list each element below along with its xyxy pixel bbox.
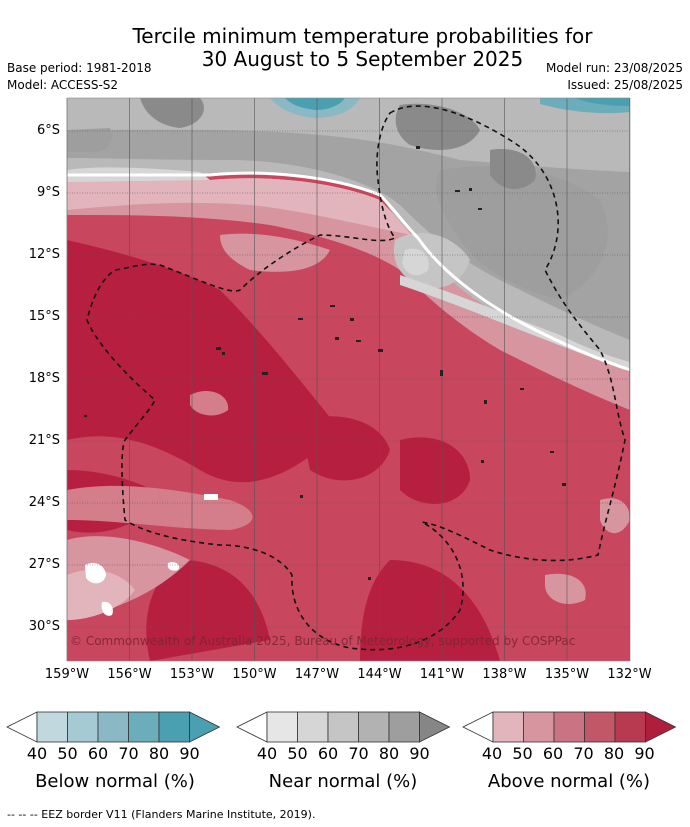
colorbar-over-triangle	[645, 711, 677, 743]
colorbar-tick-label: 90	[409, 744, 430, 763]
model-name: Model: ACCESS-S2	[7, 78, 119, 92]
lat-label: 15°S	[28, 309, 60, 324]
colorbar-box	[67, 711, 99, 743]
colorbar-box	[158, 711, 190, 743]
colorbar-box	[266, 711, 298, 743]
colorbar-tick-label: 90	[179, 744, 200, 763]
colorbar-box	[36, 711, 68, 743]
colorbar-tick-label: 90	[634, 744, 655, 763]
lon-label: 153°W	[169, 667, 215, 682]
lat-label: 27°S	[28, 557, 60, 572]
probability-map	[66, 97, 631, 662]
colorbar-box	[492, 711, 524, 743]
lon-label: 156°W	[107, 667, 152, 682]
eez-border	[86, 105, 626, 651]
colorbar-tick-label: 70	[573, 744, 594, 763]
colorbar-above-normal	[462, 711, 678, 747]
map-fill	[67, 98, 630, 661]
lat-label: 9°S	[36, 185, 60, 200]
colorbar-below-label: Below normal (%)	[35, 771, 195, 792]
colorbar-tick-label: 80	[378, 744, 400, 763]
colorbar-box	[327, 711, 359, 743]
issued-date: Issued: 25/08/2025	[567, 78, 683, 92]
islands	[84, 146, 566, 580]
colorbar-tick-label: 70	[118, 744, 139, 763]
lat-label: 12°S	[28, 247, 60, 262]
colorbar-box	[584, 711, 616, 743]
colorbar-above-label: Above normal (%)	[487, 771, 651, 792]
colorbar-tick-label: 70	[348, 744, 369, 763]
lat-label: 6°S	[36, 123, 60, 138]
lon-label: 150°W	[232, 667, 277, 682]
chart-title-line1: Tercile minimum temperature probabilitie…	[132, 24, 593, 48]
eez-legend-footer: -- -- -- EEZ border V11 (Flanders Marine…	[7, 808, 316, 821]
colorbar-under-triangle	[6, 711, 38, 743]
model-run-date: Model run: 23/08/2025	[545, 61, 683, 75]
lon-label: 141°W	[419, 667, 465, 682]
colorbar-box	[297, 711, 329, 743]
copyright-notice: © Commonwealth of Australia 2025, Bureau…	[70, 634, 576, 648]
colorbar-over-triangle	[189, 711, 221, 743]
lat-label: 24°S	[28, 495, 60, 510]
colorbar-box	[128, 711, 160, 743]
colorbar-tick-label: 40	[481, 744, 503, 763]
colorbar-box	[553, 711, 585, 743]
colorbar-tick-label: 80	[603, 744, 625, 763]
lon-label: 159°W	[44, 667, 90, 682]
colorbar-box	[614, 711, 646, 743]
lon-label: 147°W	[294, 667, 340, 682]
lat-label: 18°S	[28, 371, 60, 386]
colorbar-under-triangle	[236, 711, 268, 743]
colorbar-tick-label: 40	[26, 744, 48, 763]
colorbar-tick-label: 60	[87, 744, 109, 763]
colorbar-tick-label: 60	[317, 744, 339, 763]
colorbar-over-triangle	[419, 711, 451, 743]
lon-label: 132°W	[607, 667, 652, 682]
colorbar-tick-label: 50	[57, 744, 78, 763]
lon-label: 135°W	[544, 667, 590, 682]
lon-label: 144°W	[357, 667, 402, 682]
colorbar-near-normal	[236, 711, 452, 747]
lat-label: 30°S	[28, 619, 60, 634]
lon-label: 138°W	[482, 667, 527, 682]
colorbar-tick-label: 50	[287, 744, 308, 763]
colorbar-tick-label: 60	[542, 744, 564, 763]
colorbar-tick-label: 40	[256, 744, 278, 763]
colorbar-box	[523, 711, 555, 743]
colorbar-box	[97, 711, 129, 743]
colorbar-box	[388, 711, 420, 743]
colorbar-below-normal	[6, 711, 222, 747]
colorbar-box	[358, 711, 390, 743]
colorbar-tick-label: 50	[512, 744, 533, 763]
colorbar-tick-label: 80	[148, 744, 170, 763]
colorbar-under-triangle	[462, 711, 494, 743]
chart-title-line2: 30 August to 5 September 2025	[201, 47, 524, 71]
colorbar-near-label: Near normal (%)	[268, 771, 418, 792]
base-period: Base period: 1981-2018	[7, 61, 152, 75]
lat-label: 21°S	[28, 433, 60, 448]
